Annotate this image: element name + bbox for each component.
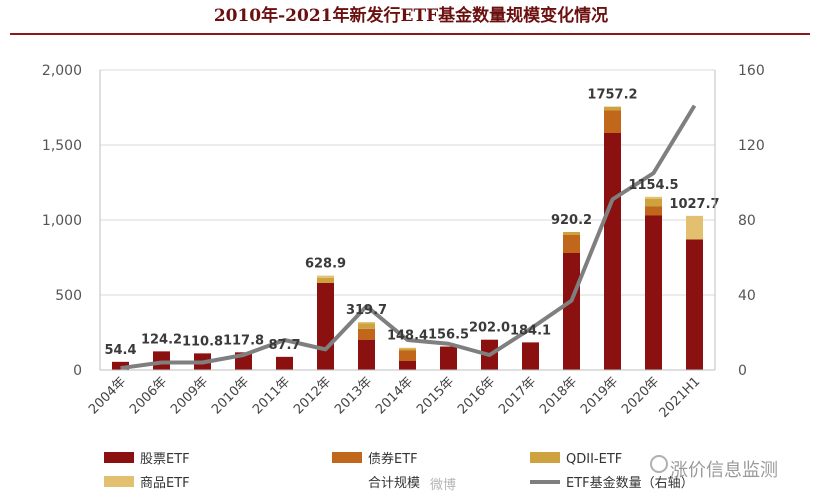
x-tick-label: 2012年 [291,374,334,417]
bar-segment [645,206,662,216]
gridlines [100,69,715,371]
watermark-right: 涨价信息监测 [670,460,778,481]
chart-title: 2010年-2021年新发行ETF基金数量规模变化情况 [213,6,609,26]
total-label: 1154.5 [628,178,678,193]
title-underline [10,33,810,35]
bar-segment [399,361,416,370]
y2-tick-label: 80 [738,213,756,229]
bar-segment [358,322,375,324]
total-label: 148.4 [387,329,428,344]
legend-label: 债券ETF [368,451,418,467]
bar-segment [358,323,375,329]
total-label: 319.7 [346,303,387,318]
x-tick-label: 2019年 [578,374,621,417]
x-tick-label: 2016年 [455,374,498,417]
legend-label: 股票ETF [140,452,190,467]
y2-tick-label: 0 [738,363,747,379]
y2-tick-label: 160 [738,63,765,79]
bar-segment [112,361,129,370]
bar-segment [604,133,621,370]
x-tick-label: 2021H1 [657,374,704,421]
bar-segment [645,199,662,207]
x-tick-label: 2006年 [127,374,170,417]
y-tick-label: 1,000 [42,213,82,229]
bar-segment [317,277,334,283]
weibo-icon [650,455,668,473]
total-label: 110.8 [182,334,223,349]
x-tick-label: 2009年 [168,374,211,417]
bar-segment [563,235,580,253]
x-tick-label: 2013年 [332,374,375,417]
bar-segment [686,215,703,240]
legend-label: 合计规模 [368,476,420,491]
y2-tick-label: 120 [738,138,765,154]
legend-swatch [332,452,362,463]
bar-segment [604,110,621,133]
bar-segment [686,239,703,370]
total-label: 920.2 [551,213,592,228]
bar-segment [358,340,375,370]
bar-segment [399,348,416,351]
total-label: 156.5 [428,328,469,343]
y2-tick-label: 40 [738,288,756,304]
x-tick-label: 2015年 [414,374,457,417]
x-tick-label: 2011年 [250,374,293,417]
bar-segment [399,350,416,361]
y-tick-label: 2,000 [42,63,82,79]
bar-segment [604,106,621,111]
x-tick-label: 2004年 [86,374,129,417]
bar-segment [317,283,334,370]
bar-segment [399,347,416,349]
total-label: 1757.2 [587,87,637,102]
legend-swatch [104,476,134,487]
x-tick-label: 2018年 [537,374,580,417]
bar-segment [440,346,457,370]
bar-segment [358,328,375,340]
total-label: 628.9 [305,257,346,272]
total-label: 87.7 [268,338,300,353]
bar-segment [645,196,662,199]
watermark-left: 微博 [430,478,457,493]
y-tick-label: 1,500 [42,138,82,154]
bar-segment [522,342,539,370]
total-label: 117.8 [223,333,264,348]
bar-segment [563,253,580,370]
x-tick-label: 2017年 [496,374,539,417]
legend-swatch [530,452,560,463]
bar-segment [645,215,662,370]
line-series [120,104,697,371]
x-tick-label: 2014年 [373,374,416,417]
bar-segment [317,275,334,278]
bar-segment [563,232,580,235]
bar-segment [276,356,293,370]
x-tick-label: 2010年 [209,374,252,417]
total-label: 124.2 [141,332,182,347]
legend-swatch [104,452,134,463]
legend-label: QDII-ETF [566,452,622,467]
total-label: 54.4 [104,343,136,358]
total-label: 1027.7 [669,197,719,212]
legend: 股票ETF 债券ETF QDII-ETF 商品ETF 合计规模 ETF基金数量（右轴） [104,451,694,491]
total-label: 202.0 [469,321,510,336]
y-tick-label: 0 [73,363,82,379]
y-tick-label: 500 [55,288,82,304]
legend-label: 商品ETF [140,476,190,491]
total-label: 184.1 [510,323,551,338]
legend-label: ETF基金数量（右轴） [566,475,694,491]
